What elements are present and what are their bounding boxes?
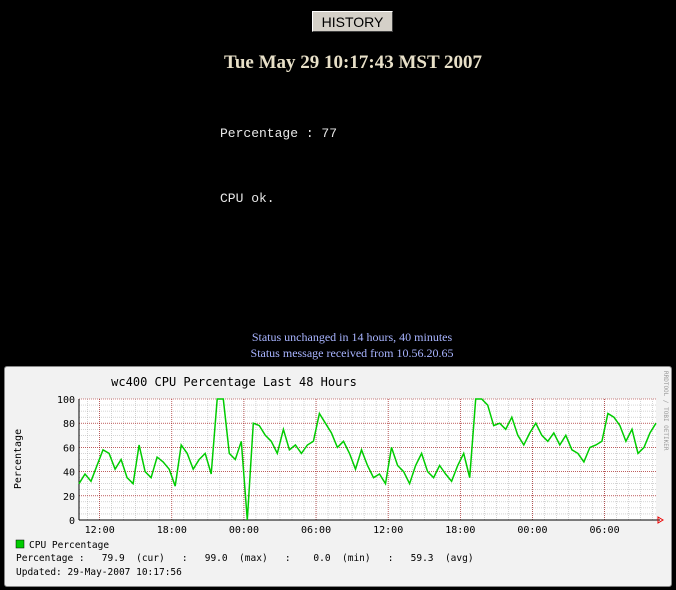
series-line-cpu-percentage xyxy=(78,398,657,521)
cpu-graph-panel: wc400 CPU Percentage Last 48 Hours Perce… xyxy=(4,366,672,587)
legend-swatch xyxy=(15,539,25,549)
x-axis-arrow-icon xyxy=(657,516,664,524)
x-tick-label: 00:00 xyxy=(229,525,259,536)
rrdtool-credit: RRDTOOL / TOBI OETIKER xyxy=(662,371,669,451)
x-tick-label: 18:00 xyxy=(445,525,475,536)
y-tick-label: 0 xyxy=(69,516,75,527)
status-received-text: Status message received from 10.56.20.65 xyxy=(250,346,454,360)
grid xyxy=(78,398,664,524)
percentage-value: Percentage : 77 xyxy=(220,126,338,141)
legend-stats: Percentage : 79.9 (cur) : 99.0 (max) : 0… xyxy=(16,553,474,564)
x-tick-label: 06:00 xyxy=(301,525,331,536)
y-tick-label: 80 xyxy=(63,419,75,430)
x-tick-label: 18:00 xyxy=(157,525,187,536)
cpu-chart: wc400 CPU Percentage Last 48 Hours Perce… xyxy=(13,371,669,578)
x-tick-label: 06:00 xyxy=(589,525,619,536)
x-tick-label: 12:00 xyxy=(373,525,403,536)
y-tick-label: 40 xyxy=(63,468,75,479)
timestamp-heading: Tue May 29 10:17:43 MST 2007 xyxy=(223,52,483,73)
history-button[interactable]: HISTORY xyxy=(312,11,393,32)
chart-title: wc400 CPU Percentage Last 48 Hours xyxy=(111,375,357,389)
x-tick-label: 00:00 xyxy=(517,525,547,536)
updated-time: Updated: 29-May-2007 10:17:56 xyxy=(16,567,182,578)
x-tick-label: 12:00 xyxy=(85,525,115,536)
status-unchanged-text: Status unchanged in 14 hours, 40 minutes xyxy=(251,330,453,344)
y-tick-label: 100 xyxy=(57,395,75,406)
status-message: CPU ok. xyxy=(220,191,275,206)
y-tick-label: 20 xyxy=(63,492,75,503)
y-axis-label: Percentage xyxy=(13,429,24,489)
legend-entry: CPU Percentage xyxy=(29,540,109,551)
y-tick-label: 60 xyxy=(63,443,75,454)
